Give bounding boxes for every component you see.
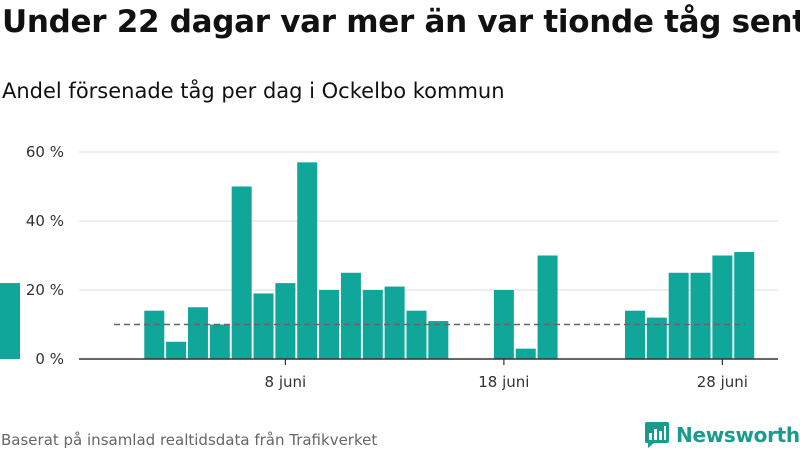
bar [340,272,361,359]
bar-chart: 0 % 20 % 40 % 60 % 8 juni 18 juni 28 juni [0,143,778,391]
bar [515,348,536,359]
chart-title: Under 22 dagar var mer än var tionde tåg… [2,4,800,40]
x-tick-label: 28 juni [697,373,748,391]
x-tick-label: 8 juni [265,373,307,391]
y-tick-label: 40 % [26,212,64,230]
bar [166,341,187,359]
brand-logo: Newsworthy [644,421,800,449]
bar [187,307,208,359]
y-tick-label: 60 % [26,143,64,161]
y-tick-label: 0 % [35,350,64,368]
bar [428,321,449,359]
x-tick-label: 18 juni [478,373,529,391]
bar [537,255,558,359]
bar [362,290,383,359]
brand-name: Newsworthy [676,423,800,447]
bar [209,324,230,359]
bar [297,162,318,359]
bar [0,283,20,359]
bar [646,317,667,359]
bar [253,293,274,359]
bar [384,286,405,359]
chart-subtitle: Andel försenade tåg per dag i Ockelbo ko… [2,79,505,103]
bar [406,310,427,359]
bar [734,252,755,359]
bar [712,255,733,359]
bar [144,310,165,359]
bar [231,186,252,359]
bar [668,272,689,359]
y-tick-label: 20 % [26,281,64,299]
bar [275,283,296,359]
bar [624,310,645,359]
bar-chart-speech-bubble-icon [645,422,669,448]
source-note: Baserat på insamlad realtidsdata från Tr… [1,431,378,449]
bar [493,290,514,359]
bar [690,272,711,359]
